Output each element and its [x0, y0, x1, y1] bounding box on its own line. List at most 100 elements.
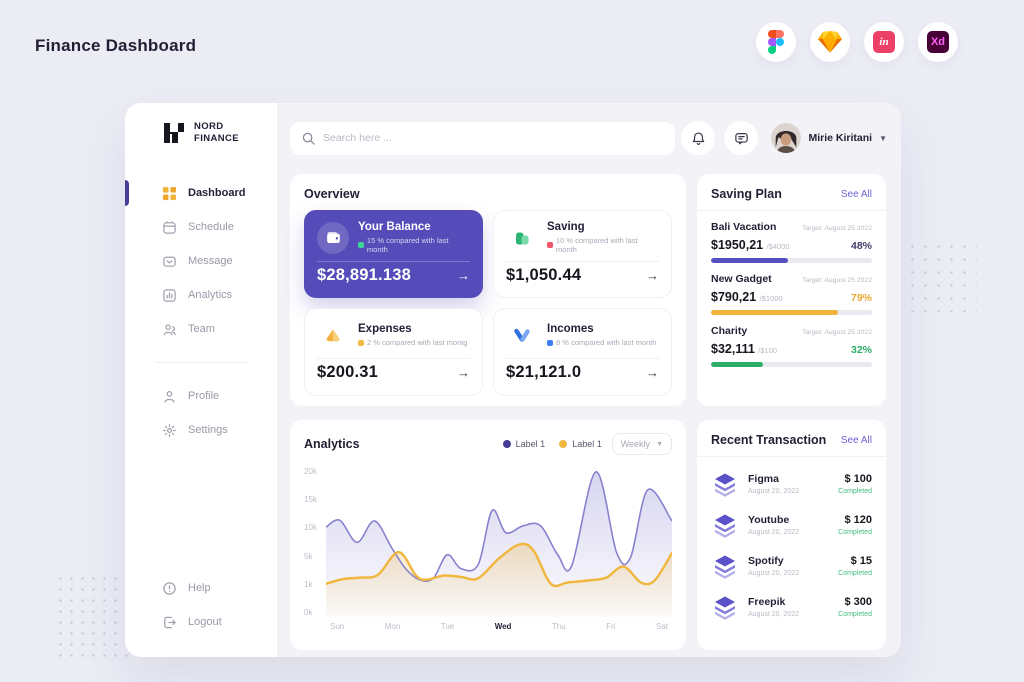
transaction-row-freepik[interactable]: Freepik August 20, 2022 $ 300 Completed	[711, 593, 872, 621]
bell-icon	[692, 131, 705, 145]
transaction-status: Completed	[838, 488, 872, 495]
plan-target: Target: August 25 2022	[802, 329, 872, 336]
sidebar: NORD FINANCE Dashboard Schedule Message	[125, 103, 277, 657]
plan-amount-value: $1950,21	[711, 238, 764, 252]
dashboard-window: NORD FINANCE Dashboard Schedule Message	[125, 103, 901, 657]
plan-name: Charity	[711, 325, 748, 337]
card-divider	[506, 261, 659, 262]
arrow-right-icon[interactable]: →	[646, 365, 659, 380]
avatar	[771, 123, 802, 153]
search-icon	[302, 132, 315, 145]
arrow-right-icon[interactable]: →	[646, 267, 659, 283]
design-app-badges: in Xd	[756, 22, 958, 62]
legend-label: Label 1	[515, 439, 546, 449]
balance-amount: $28,891.138	[317, 265, 411, 284]
y-tick: 0k	[304, 607, 313, 617]
sidebar-item-label: Profile	[188, 390, 220, 402]
sidebar-item-message[interactable]: Message	[125, 244, 277, 278]
change-text: 15 % compared with last month	[366, 236, 449, 254]
sidebar-item-settings[interactable]: Settings	[125, 413, 277, 447]
sidebar-item-schedule[interactable]: Schedule	[125, 210, 277, 244]
sidebar-item-label: Help	[188, 582, 211, 594]
progress-fill	[711, 310, 839, 315]
messages-button[interactable]	[724, 121, 759, 155]
incomes-card: Incomes 8 % compared with last month $21…	[493, 308, 672, 396]
sidebar-item-analytics[interactable]: Analytics	[125, 278, 277, 312]
team-icon	[161, 321, 177, 337]
chevron-down-icon: ▼	[656, 440, 663, 448]
topbar-actions: Mirie Kiritani ▼	[681, 121, 887, 155]
sketch-icon[interactable]	[810, 22, 850, 62]
sidebar-item-label: Logout	[188, 616, 222, 628]
plan-percent: 79%	[850, 292, 872, 304]
active-indicator	[125, 180, 129, 206]
overview-title: Overview	[304, 187, 360, 201]
transaction-date: August 20, 2022	[748, 570, 799, 577]
transaction-amount: $ 120	[844, 514, 872, 526]
transaction-date: August 20, 2022	[748, 488, 799, 495]
plan-target: Target: August 25 2022	[802, 277, 872, 284]
sidebar-item-logout[interactable]: Logout	[125, 605, 277, 639]
plan-amount-total: /$4000	[766, 242, 790, 251]
plan-percent: 48%	[850, 240, 872, 252]
x-tick: Tue	[440, 622, 455, 631]
transaction-name: Figma	[748, 473, 779, 485]
change-dot	[358, 242, 364, 248]
plan-amount: $1950,21 /$4000	[711, 238, 790, 252]
transactions-see-all-link[interactable]: See All	[840, 434, 872, 446]
sidebar-item-team[interactable]: Team	[125, 312, 277, 346]
topbar: Mirie Kiritani ▼	[290, 121, 887, 155]
transaction-row-spotify[interactable]: Spotify August 20, 2022 $ 15 Completed	[711, 552, 872, 580]
legend-dot	[502, 440, 511, 448]
notifications-button[interactable]	[681, 121, 716, 155]
help-icon	[161, 580, 177, 596]
arrow-right-icon[interactable]: →	[457, 267, 470, 283]
change-dot	[358, 339, 364, 346]
progress-fill	[711, 362, 763, 367]
nord-finance-logo-icon	[164, 123, 184, 143]
layers-icon	[711, 470, 739, 498]
series-purple-line	[326, 471, 672, 582]
range-selector-dropdown[interactable]: Weekly ▼	[611, 433, 672, 455]
sidebar-item-profile[interactable]: Profile	[125, 379, 277, 413]
sidebar-item-label: Message	[188, 255, 233, 267]
analytics-chart: 20k 15k 10k 5k 1k 0k	[304, 465, 672, 617]
user-menu[interactable]: Mirie Kiritani ▼	[771, 123, 887, 153]
expenses-card: Expenses 2 % compared with last montg $2…	[304, 308, 483, 396]
sidebar-item-help[interactable]: Help	[125, 571, 277, 605]
sidebar-footer: Help Logout	[125, 571, 277, 639]
adobe-xd-icon[interactable]: Xd	[918, 22, 958, 62]
content-grid: Overview Your Balance 15 % compared with…	[290, 174, 887, 650]
sidebar-item-dashboard[interactable]: Dashboard	[125, 176, 277, 210]
plan-amount-total: /$100	[758, 346, 778, 355]
plan-item-charity: Charity Target: August 25 2022 $32,111 /…	[711, 325, 872, 367]
transaction-row-figma[interactable]: Figma August 20, 2022 $ 100 Completed	[711, 470, 872, 498]
page-title: Finance Dashboard	[35, 36, 197, 55]
plan-amount-value: $790,21	[711, 290, 757, 304]
y-tick: 20k	[304, 467, 317, 476]
search-input[interactable]	[323, 132, 663, 144]
change-dot	[547, 242, 553, 248]
plan-amount: $790,21 /$1000	[711, 290, 783, 304]
sidebar-item-label: Analytics	[188, 289, 233, 301]
gear-icon	[161, 422, 177, 438]
incomes-amount: $21,121.0	[506, 363, 582, 381]
saving-plan-see-all-link[interactable]: See All	[840, 188, 872, 200]
card-divider	[317, 358, 470, 359]
progress-bar	[711, 258, 872, 263]
search-box	[290, 121, 675, 155]
overview-panel: Overview Your Balance 15 % compared with…	[290, 174, 686, 406]
analytics-title: Analytics	[304, 437, 360, 451]
stat-title: Your Balance	[358, 221, 431, 233]
transaction-row-youtube[interactable]: Youtube August 20, 2022 $ 120 Completed	[711, 511, 872, 539]
sidebar-item-label: Dashboard	[188, 187, 246, 199]
transaction-name: Spotify	[748, 555, 784, 567]
layers-icon	[711, 593, 739, 621]
card-divider	[506, 358, 659, 359]
figma-icon[interactable]	[756, 22, 796, 62]
xd-logo-label: Xd	[927, 31, 949, 53]
plan-item-bali-vacation: Bali Vacation Target: August 25 2022 $19…	[711, 221, 872, 263]
brand-name: NORD FINANCE	[194, 121, 239, 146]
invision-icon[interactable]: in	[864, 22, 904, 62]
arrow-right-icon[interactable]: →	[457, 365, 470, 380]
